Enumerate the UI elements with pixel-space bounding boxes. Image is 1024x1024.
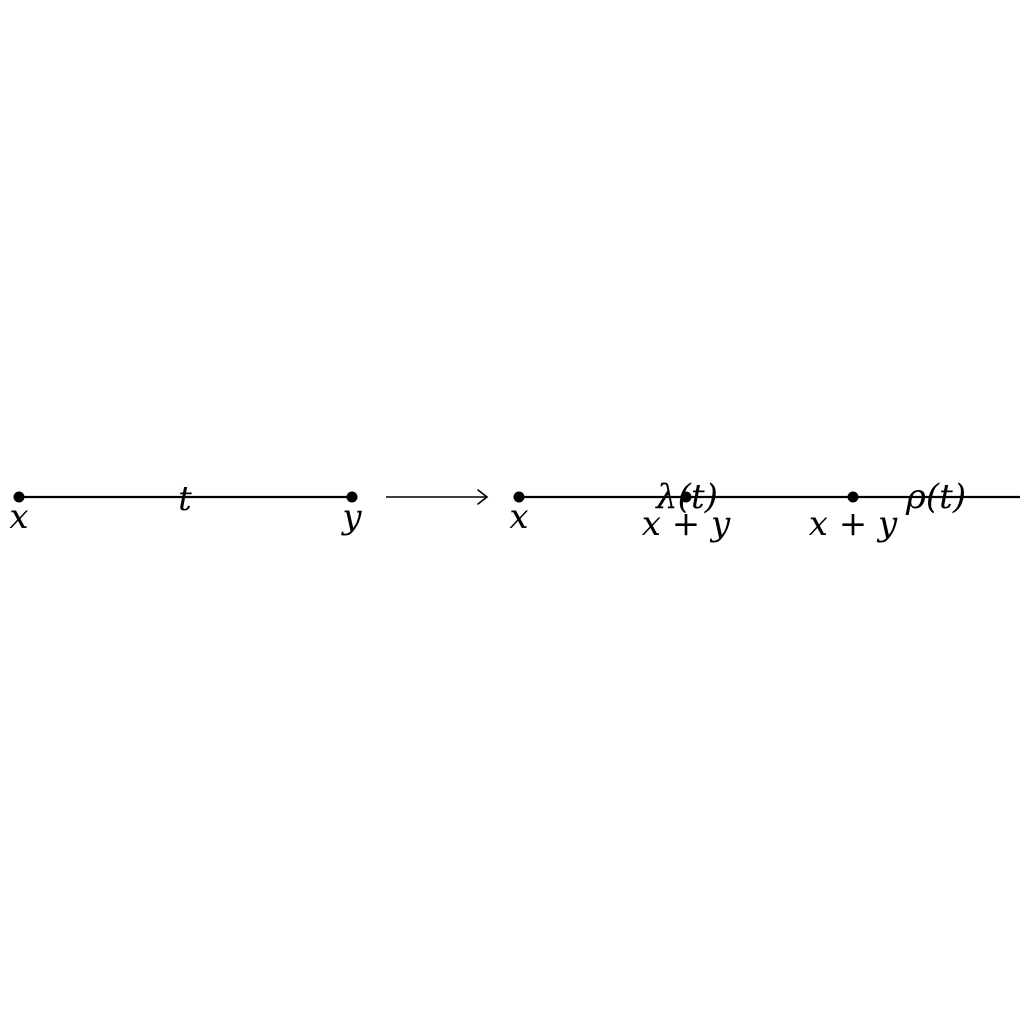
left-vertex-y-label: y (340, 497, 362, 537)
left-graph: t x y (9, 479, 362, 537)
left-vertex-x-label: x (9, 497, 28, 537)
transformation-arrow (386, 489, 489, 505)
right-vertex-end (847, 491, 859, 503)
right-vertex-x-label: x (509, 497, 528, 537)
right-vertex-end-label: x + y (809, 504, 898, 544)
right-vertex-middle-label: x + y (642, 504, 731, 544)
left-vertex-x (13, 491, 25, 503)
right-vertex-middle (680, 491, 692, 503)
right-edge-label-rho: ρ(t) (905, 477, 966, 517)
right-graph: λ(t) ρ(t) x x + y x + y (509, 477, 1020, 544)
left-edge-label: t (178, 479, 192, 519)
left-vertex-y (346, 491, 358, 503)
arrow-head-icon (477, 489, 489, 505)
right-vertex-x (513, 491, 525, 503)
